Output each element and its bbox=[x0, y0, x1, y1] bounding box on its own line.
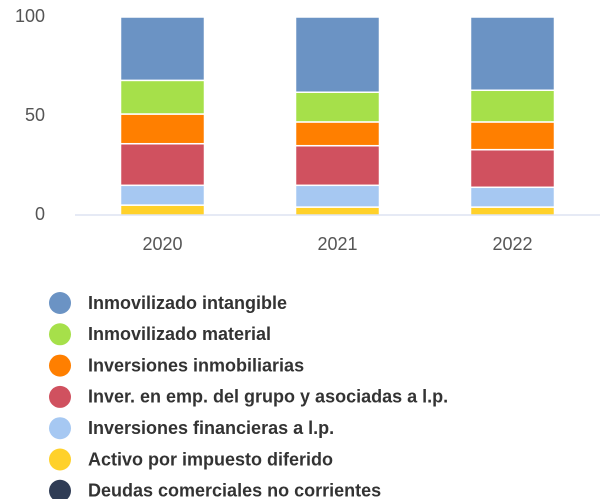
y-tick-label: 50 bbox=[25, 105, 45, 125]
y-tick-label: 100 bbox=[15, 6, 45, 26]
bar-segment bbox=[294, 121, 381, 147]
y-tick-label: 0 bbox=[35, 204, 45, 224]
legend-marker bbox=[49, 448, 71, 471]
bar-segment bbox=[119, 79, 206, 115]
legend-label: Inver. en emp. del grupo y asociadas a l… bbox=[88, 387, 448, 407]
bar-segment bbox=[119, 113, 206, 145]
legend-label: Inversiones inmobiliarias bbox=[88, 355, 304, 375]
bar-segment bbox=[469, 206, 556, 216]
bar-segment bbox=[119, 16, 206, 82]
legend-marker bbox=[49, 479, 71, 499]
x-tick-label: 2021 bbox=[317, 234, 357, 254]
legend-marker bbox=[49, 323, 71, 346]
x-tick-label: 2022 bbox=[492, 234, 532, 254]
legend-label: Inmovilizado material bbox=[88, 324, 271, 344]
legend-label: Activo por impuesto diferido bbox=[88, 449, 333, 469]
bar-segment bbox=[469, 121, 556, 151]
x-tick-label: 2020 bbox=[142, 234, 182, 254]
bar-segment bbox=[294, 206, 381, 216]
legend-marker bbox=[49, 385, 71, 408]
bar-segment bbox=[294, 184, 381, 208]
bar-segment bbox=[294, 16, 381, 93]
bar-segment bbox=[119, 142, 206, 187]
bar-segment bbox=[469, 16, 556, 92]
legend-label: Inversiones financieras a l.p. bbox=[88, 418, 334, 438]
bar-segment bbox=[469, 89, 556, 123]
bar-segment bbox=[469, 148, 556, 189]
bar-segment bbox=[294, 144, 381, 187]
bar-segment bbox=[119, 184, 206, 206]
bar-segment bbox=[294, 91, 381, 123]
bar-segment bbox=[119, 204, 206, 216]
legend-label: Deudas comerciales no corrientes bbox=[88, 481, 381, 499]
legend-label: Inmovilizado intangible bbox=[88, 293, 287, 313]
legend-marker bbox=[49, 354, 71, 377]
legend-marker bbox=[49, 417, 71, 440]
legend-marker bbox=[49, 292, 71, 314]
bar-segment bbox=[469, 186, 556, 208]
